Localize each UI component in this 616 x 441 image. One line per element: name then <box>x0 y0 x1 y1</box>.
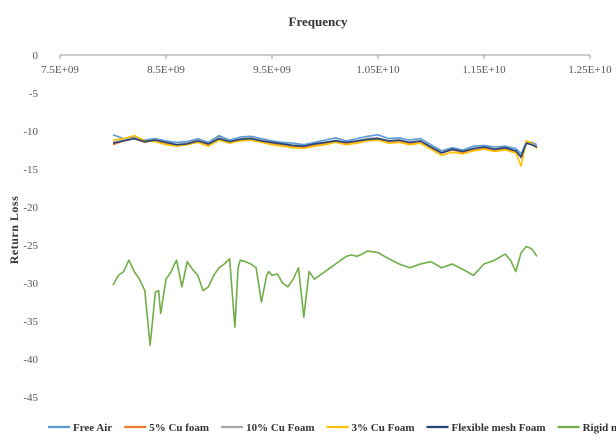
legend-item-5-cu-foam: 5% Cu foam <box>124 422 209 434</box>
y-tick-label: -5 <box>29 88 39 100</box>
y-tick-label: -10 <box>23 126 38 138</box>
y-tick-labels: 0 -5 -10 -15 -20 -25 -30 -35 -40 -45 <box>23 50 38 404</box>
legend-label: Flexible mesh Foam <box>452 422 546 434</box>
y-axis-label: Return Loss <box>7 196 21 265</box>
x-tick-label: 1.25E+10 <box>568 64 612 76</box>
chart-title: Frequency <box>289 14 348 29</box>
legend-item-3-cu-foam: 3% Cu Foam <box>326 422 415 434</box>
legend-label: Rigid mesh Foam <box>583 422 616 434</box>
y-tick-label: -25 <box>23 240 38 252</box>
legend-label: Free Air <box>73 422 112 434</box>
y-tick-label: -45 <box>23 392 38 404</box>
x-tick-labels: 7.5E+09 8.5E+09 9.5E+09 1.05E+10 1.15E+10 1.2… <box>41 55 612 76</box>
y-tick-label: -40 <box>23 354 38 366</box>
y-tick-label: -30 <box>23 278 38 290</box>
legend-item-flexible-mesh-foam: Flexible mesh Foam <box>426 422 546 434</box>
y-tick-label: 0 <box>33 50 39 62</box>
legend-item-10-cu-foam: 10% Cu Foam <box>221 422 315 434</box>
legend-label: 10% Cu Foam <box>246 422 314 434</box>
y-tick-label: -15 <box>23 164 38 176</box>
x-tick-label: 1.15E+10 <box>462 64 506 76</box>
series-line-rigid-mesh-foam <box>112 245 538 347</box>
x-tick-label: 9.5E+09 <box>253 64 291 76</box>
y-tick-label: -20 <box>23 202 38 214</box>
series-line-free-air <box>112 134 538 155</box>
legend-label: 3% Cu Foam <box>352 422 415 434</box>
series-line-flexible-mesh-foam <box>112 137 538 158</box>
legend-label: 5% Cu foam <box>149 422 209 434</box>
legend: Free Air 5% Cu foam 10% Cu Foam 3% Cu Foam F… <box>48 422 616 434</box>
x-tick-label: 8.5E+09 <box>147 64 185 76</box>
y-tick-label: -35 <box>23 316 38 328</box>
series-lines <box>112 134 538 347</box>
x-tick-label: 1.05E+10 <box>356 64 400 76</box>
legend-item-free-air: Free Air <box>48 422 112 434</box>
x-tick-label: 7.5E+09 <box>41 64 79 76</box>
legend-item-rigid-mesh-foam: Rigid mesh Foam <box>557 422 616 434</box>
